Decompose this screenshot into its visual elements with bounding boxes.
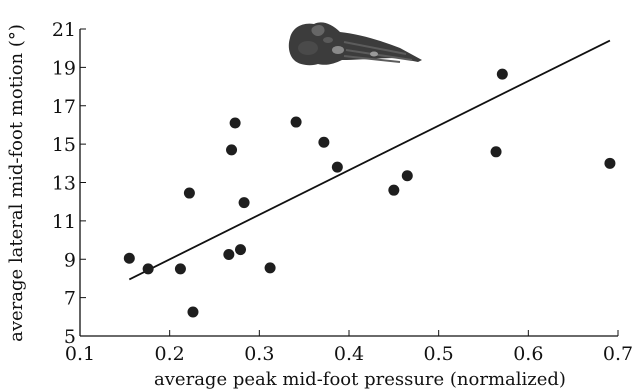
y-tick-label: 7 xyxy=(64,288,76,310)
y-tick-label: 13 xyxy=(52,173,76,195)
x-tick-label: 0.2 xyxy=(155,343,185,365)
y-axis-title: average lateral mid-foot motion (°) xyxy=(6,24,27,342)
x-axis-ticks: 0.1 0.2 0.3 0.4 0.5 0.6 0.7 xyxy=(65,330,633,365)
data-point xyxy=(264,262,276,274)
y-tick-label: 21 xyxy=(52,19,76,41)
axes xyxy=(79,29,618,337)
data-point xyxy=(123,252,135,264)
data-point xyxy=(235,244,247,256)
data-point xyxy=(290,116,302,128)
data-point xyxy=(604,157,616,169)
data-point xyxy=(490,146,502,158)
y-tick-label: 9 xyxy=(64,249,76,271)
data-point xyxy=(174,263,186,275)
trendline-group xyxy=(128,39,611,281)
x-tick-label: 0.1 xyxy=(65,343,95,365)
x-axis-title: average peak mid-foot pressure (normaliz… xyxy=(154,369,566,390)
y-tick-label: 17 xyxy=(52,96,76,118)
y-tick-label: 5 xyxy=(64,326,76,348)
data-point xyxy=(229,117,241,129)
data-point xyxy=(226,144,238,156)
data-points xyxy=(123,68,616,318)
data-point xyxy=(238,197,250,209)
data-point xyxy=(183,187,195,199)
x-tick-label: 0.5 xyxy=(424,343,454,365)
data-point xyxy=(318,136,330,148)
x-tick-label: 0.4 xyxy=(334,343,364,365)
data-point xyxy=(187,306,199,318)
x-tick-label: 0.7 xyxy=(603,343,633,365)
data-point xyxy=(142,263,154,275)
y-tick-label: 15 xyxy=(52,134,76,156)
data-point xyxy=(388,184,400,196)
trendline xyxy=(128,39,611,281)
data-point xyxy=(496,68,508,80)
data-point xyxy=(401,170,413,182)
y-tick-label: 11 xyxy=(52,211,76,233)
foot-skeleton-icon xyxy=(288,22,422,66)
y-tick-label: 19 xyxy=(52,57,76,79)
x-tick-label: 0.3 xyxy=(244,343,274,365)
y-axis-ticks: 5 7 9 11 13 15 17 19 21 xyxy=(52,19,86,348)
data-point xyxy=(223,248,235,260)
x-tick-label: 0.6 xyxy=(513,343,543,365)
data-point xyxy=(331,161,343,173)
